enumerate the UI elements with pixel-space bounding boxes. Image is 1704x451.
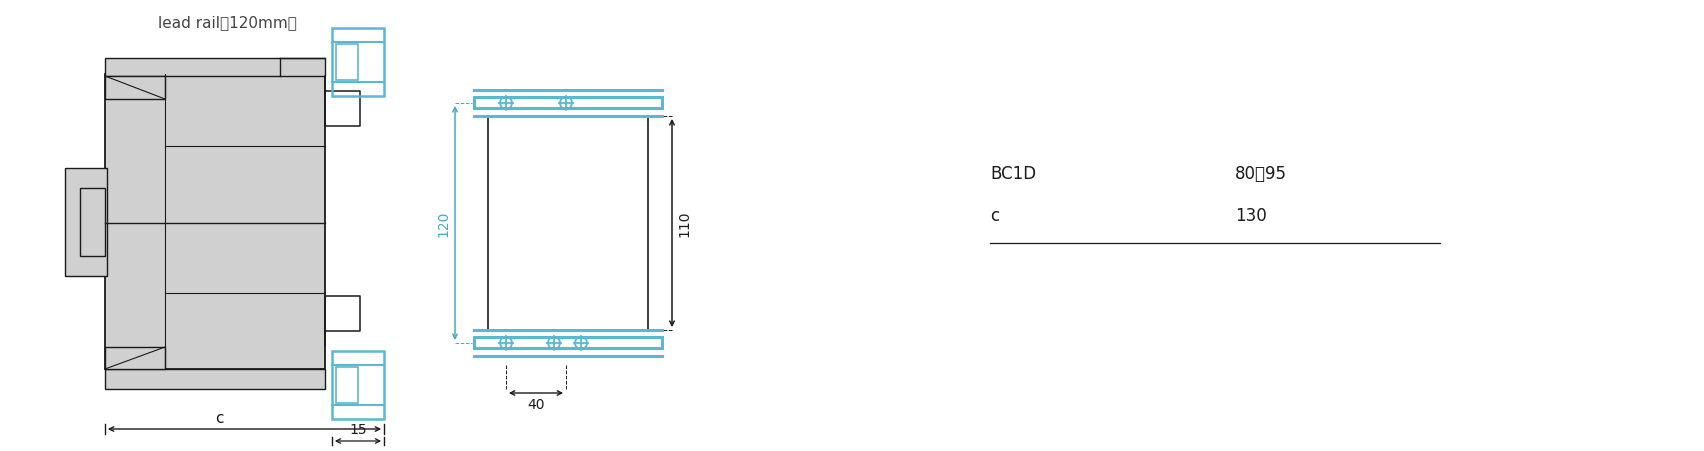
Text: BC1D: BC1D	[990, 165, 1036, 183]
Text: 110: 110	[676, 210, 692, 237]
Bar	[474, 337, 661, 348]
Bar	[106, 59, 325, 77]
Bar	[487, 117, 648, 330]
Bar	[106, 369, 325, 389]
Bar	[65, 169, 107, 276]
Bar	[336, 367, 358, 403]
Text: lead rail（120mm）: lead rail（120mm）	[158, 15, 296, 30]
Text: c: c	[990, 207, 999, 225]
Text: 130: 130	[1235, 207, 1266, 225]
Bar	[106, 77, 165, 100]
Bar	[332, 29, 383, 97]
Bar	[80, 189, 106, 257]
Bar	[336, 45, 358, 81]
Bar	[474, 98, 661, 109]
Text: 40: 40	[527, 397, 545, 411]
Text: c: c	[215, 410, 223, 425]
Bar	[106, 347, 165, 369]
Bar	[106, 75, 325, 369]
Bar	[332, 351, 383, 419]
Text: 120: 120	[436, 210, 450, 237]
Text: 15: 15	[349, 422, 366, 436]
Text: 80、95: 80、95	[1235, 165, 1287, 183]
